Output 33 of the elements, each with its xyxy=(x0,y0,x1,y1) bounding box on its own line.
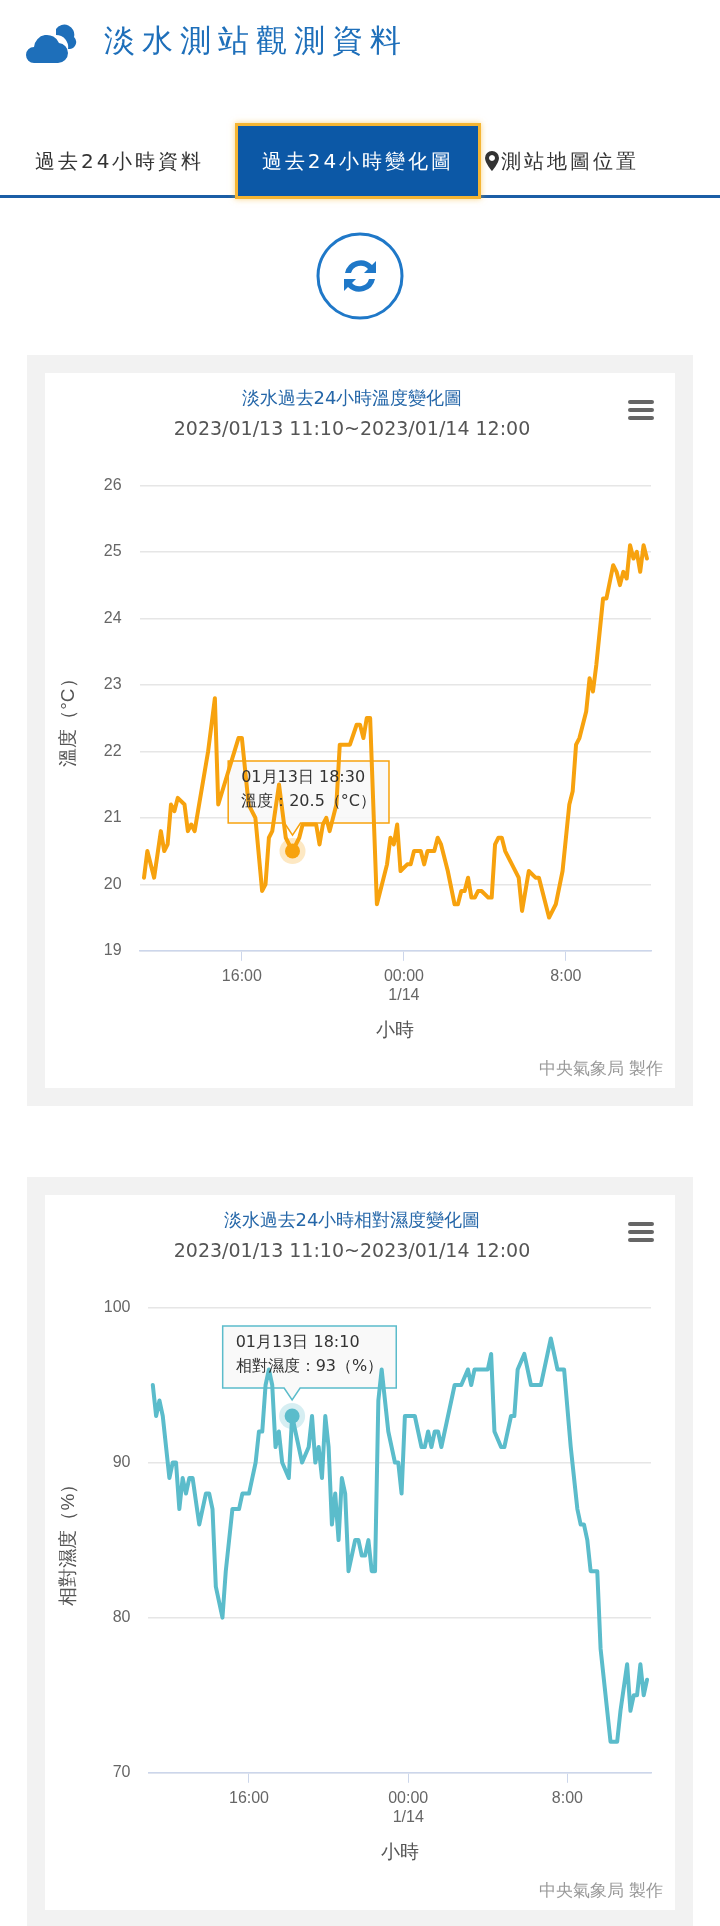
y-tick-label: 100 xyxy=(103,1297,131,1315)
chart-title: 淡水過去24小時溫度變化圖 xyxy=(241,387,463,409)
chart-subtitle: 2023/01/13 11:10~2023/01/14 12:00 xyxy=(173,1238,531,1261)
y-tick-label: 20 xyxy=(103,874,122,892)
y-tick-label: 22 xyxy=(103,741,122,759)
y-tick-label: 26 xyxy=(103,475,122,493)
chart-subtitle: 2023/01/13 11:10~2023/01/14 12:00 xyxy=(173,416,531,439)
y-axis-title: 相對濕度（%） xyxy=(56,1474,78,1606)
x-axis-title: 小時 xyxy=(376,1018,415,1040)
y-tick-label: 23 xyxy=(103,675,122,693)
x-tick-label: 8:00 xyxy=(551,1788,584,1806)
y-tick-label: 70 xyxy=(112,1763,131,1781)
y-axis-title: 溫度（°C） xyxy=(56,669,78,767)
x-tick-label: 16:00 xyxy=(221,966,262,984)
annotation: 01月13日 18:10 相對濕度：93（%） xyxy=(235,1332,384,1376)
x-tick-label: 00:00 1/14 xyxy=(383,966,425,1004)
text: 中央氣象局 製作 xyxy=(538,1879,663,1900)
y-tick-label: 80 xyxy=(112,1608,131,1626)
text: 過去24小時變化圖 xyxy=(261,149,455,173)
y-tick-label: 90 xyxy=(112,1452,131,1470)
x-tick-label: 8:00 xyxy=(550,966,582,984)
text: 淡水測站觀測資料 xyxy=(104,21,408,60)
text: 測站地圖位置 xyxy=(501,149,639,173)
x-axis-title: 小時 xyxy=(380,1840,419,1862)
y-tick-label: 24 xyxy=(103,608,122,626)
chart-title: 淡水過去24小時相對濕度變化圖 xyxy=(223,1209,481,1231)
y-tick-label: 25 xyxy=(103,542,122,560)
y-tick-label: 19 xyxy=(103,941,122,959)
x-tick-label: 16:00 xyxy=(228,1788,270,1806)
text: 中央氣象局 製作 xyxy=(538,1057,663,1078)
text: 過去24小時資料 xyxy=(35,149,205,173)
y-tick-label: 21 xyxy=(103,808,122,826)
x-tick-label: 00:00 1/14 xyxy=(388,1788,429,1826)
